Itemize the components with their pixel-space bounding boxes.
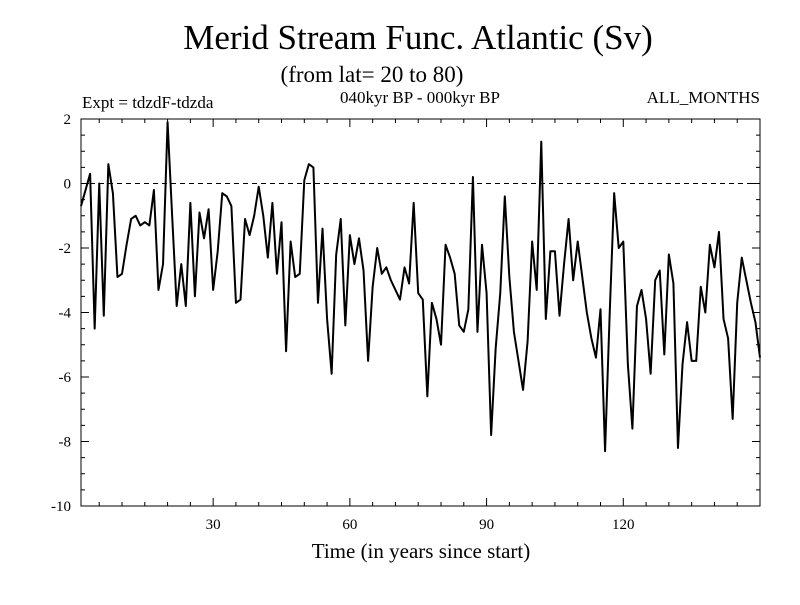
- x-tick-label: 120: [612, 517, 635, 533]
- y-tick-label: -10: [51, 499, 71, 515]
- y-tick-label: -8: [59, 435, 72, 451]
- experiment-label: Expt = tdzdF-tdzda: [82, 93, 214, 112]
- x-axis: 30 60 90 120: [98, 119, 738, 533]
- y-tick-label: -2: [59, 241, 72, 257]
- y-tick-label: 0: [64, 177, 72, 193]
- x-tick-label: 30: [206, 517, 221, 533]
- y-tick-label: -4: [59, 306, 72, 322]
- series-line: [80, 121, 761, 453]
- y-tick-label: -6: [59, 370, 72, 386]
- chart-subtitle: (from lat= 20 to 80): [281, 62, 464, 87]
- plot-frame: [80, 118, 761, 507]
- y-tick-label: 2: [64, 112, 72, 128]
- y-axis: 2 0 -2 -4 -6 -8 -10: [51, 112, 760, 515]
- months-label: ALL_MONTHS: [647, 88, 760, 107]
- period-label: 040kyr BP - 000kyr BP: [340, 88, 500, 107]
- x-tick-label: 90: [479, 517, 494, 533]
- x-axis-label: Time (in years since start): [312, 539, 531, 563]
- x-tick-label: 60: [342, 517, 357, 533]
- chart-title: Merid Stream Func. Atlantic (Sv): [183, 18, 653, 57]
